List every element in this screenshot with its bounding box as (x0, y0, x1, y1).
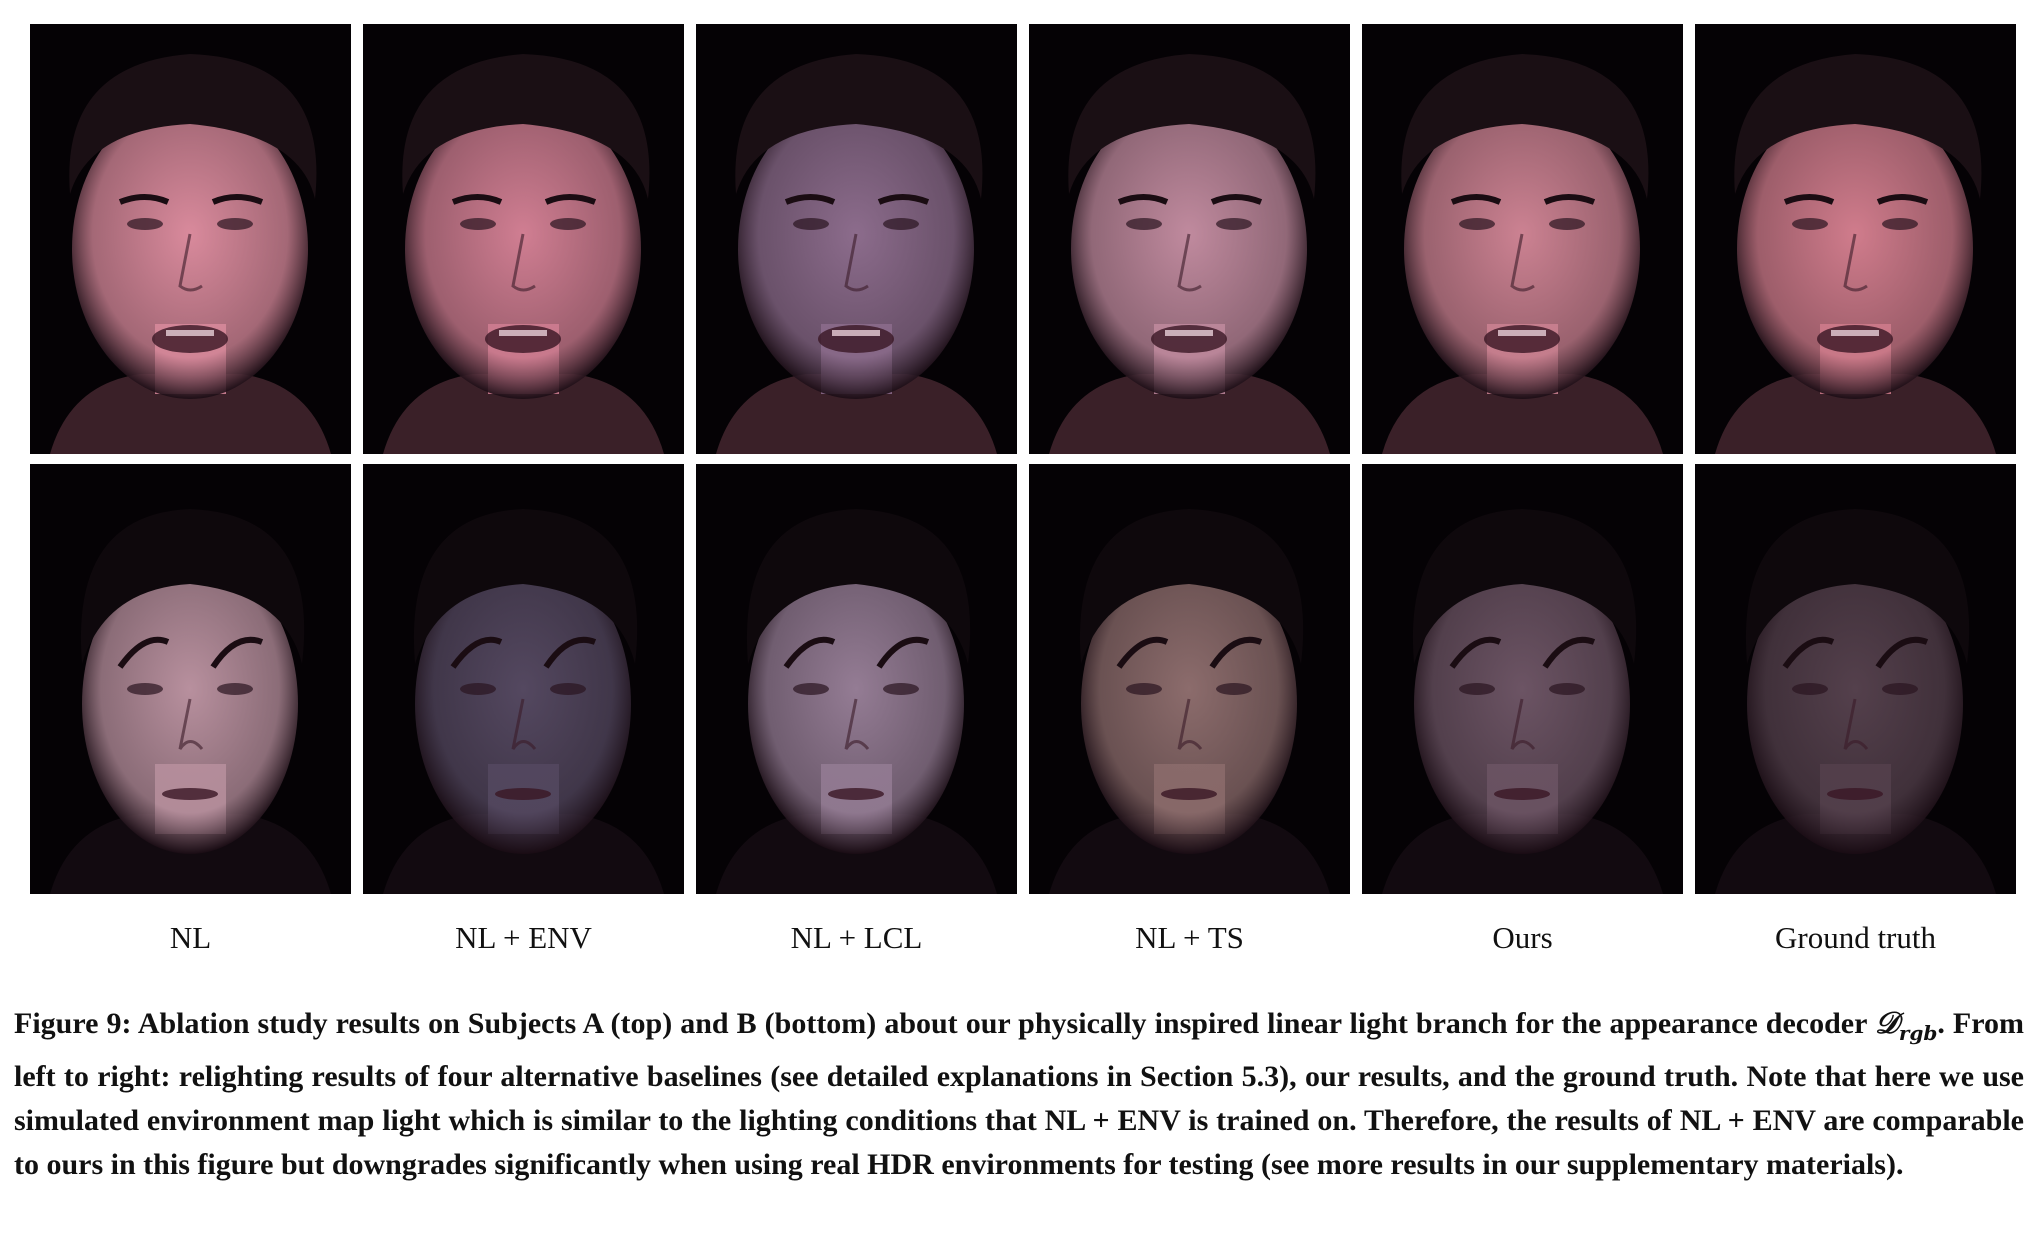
caption-math-symbol: 𝒟rgb (1874, 1006, 1938, 1045)
column-label-nl-env: NL + ENV (455, 920, 592, 955)
column-label-nl-lcl: NL + LCL (790, 920, 923, 955)
caption-suffix: . From left to right: relighting results… (14, 1007, 2025, 1181)
image-subject-b-nl (30, 464, 351, 894)
image-subject-b-nl-env (363, 464, 684, 894)
figure-caption: Figure 9: Ablation study results on Subj… (14, 1002, 2024, 1187)
image-subject-a-nl-lcl (696, 24, 1017, 454)
image-subject-b-ours (1362, 464, 1683, 894)
image-subject-a-ours (1362, 24, 1683, 454)
image-subject-a-nl-env (363, 24, 684, 454)
column-label-ground-truth: Ground truth (1774, 920, 1936, 955)
image-subject-b-ground-truth (1695, 464, 2016, 894)
image-subject-b-nl-lcl (696, 464, 1017, 894)
column-label-nl: NL (169, 920, 212, 955)
image-subject-b-nl-ts (1029, 464, 1350, 894)
column-label-nl-ts: NL + TS (1135, 920, 1244, 955)
caption-prefix: Figure 9: Ablation study results on Subj… (14, 1007, 1875, 1040)
column-label-ours: Ours (1492, 920, 1553, 955)
image-grid (30, 24, 2016, 894)
image-subject-a-ground-truth (1695, 24, 2016, 454)
column-labels: NL NL + ENV NL + LCL NL + TS Ours Ground… (30, 918, 2016, 958)
image-subject-a-nl (30, 24, 351, 454)
image-subject-a-nl-ts (1029, 24, 1350, 454)
